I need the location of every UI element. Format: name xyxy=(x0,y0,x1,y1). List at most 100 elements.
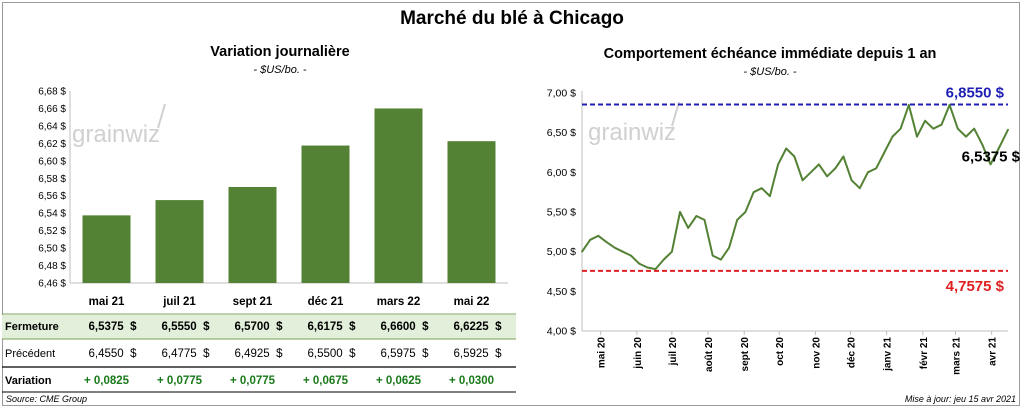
table-cell: 6,6175 $ xyxy=(308,321,357,333)
price-point xyxy=(703,219,706,221)
bar-y-tick-label: 6,60 $ xyxy=(38,156,66,167)
price-point xyxy=(956,127,959,130)
line-y-tick-label: 4,00 $ xyxy=(547,326,576,338)
price-point xyxy=(687,226,690,229)
line-x-tick-label: févr 21 xyxy=(919,337,930,370)
price-point xyxy=(654,268,657,271)
table-cell: 6,5975 $ xyxy=(381,348,430,360)
bar-chart: 6,46 $ 6,48 $ 6,50 $ 6,52 $ 6,54 $ 6,56 $ 6,58… xyxy=(38,87,508,308)
bar-category-label: mars 22 xyxy=(377,296,420,308)
price-point xyxy=(581,250,583,253)
fermeture-row-bg xyxy=(2,315,516,339)
bar-category-label: sept 21 xyxy=(233,296,273,308)
price-point xyxy=(858,187,861,190)
price-point xyxy=(867,171,869,174)
price-point xyxy=(981,143,984,146)
bar-y-tick-label: 6,52 $ xyxy=(38,226,66,237)
line-x-tick-label: mai 20 xyxy=(597,337,608,369)
price-point xyxy=(973,127,976,130)
price-point xyxy=(818,163,820,166)
price-point xyxy=(646,266,649,269)
bar-y-tick-label: 6,62 $ xyxy=(38,139,66,150)
price-point xyxy=(899,127,902,130)
grainwiz-watermark: grainwiz xyxy=(588,119,676,146)
line-x-tick-label: janv 21 xyxy=(883,337,894,372)
price-point xyxy=(752,191,755,194)
line-x-tick-label: sept 20 xyxy=(740,337,751,372)
table-cell: 6,6225 $ xyxy=(454,321,503,333)
price-point xyxy=(850,179,853,182)
table-cell: + 0,0625 xyxy=(376,375,422,387)
price-point xyxy=(638,262,641,265)
table-row-label: Précédent xyxy=(5,348,55,360)
low-label: 4,7575 $ xyxy=(946,278,1005,295)
table-row-label: Variation xyxy=(5,375,52,387)
table-cell: 6,5700 $ xyxy=(235,321,284,333)
right-chart-units: - $US/bo. - xyxy=(743,66,797,78)
price-point xyxy=(793,155,796,158)
line-y-tick-label: 7,00 $ xyxy=(547,88,576,100)
price-point xyxy=(826,175,828,178)
price-point xyxy=(940,123,943,126)
table-cell: 6,5550 $ xyxy=(162,321,211,333)
page-title: Marché du blé à Chicago xyxy=(400,8,624,29)
table-cell: 6,4775 $ xyxy=(162,348,211,360)
table-cell: 6,4550 $ xyxy=(89,348,138,360)
bar xyxy=(447,141,496,283)
price-point xyxy=(605,241,608,244)
bar-y-tick-label: 6,66 $ xyxy=(38,104,66,115)
table-cell: + 0,0300 xyxy=(449,375,494,387)
watermark-slash xyxy=(157,103,166,129)
bar-y-tick-label: 6,64 $ xyxy=(38,121,66,132)
source-note: Source: CME Group xyxy=(6,394,88,404)
price-point xyxy=(891,135,894,138)
line-y-tick-label: 5,50 $ xyxy=(547,207,576,219)
bar xyxy=(228,187,277,283)
price-point xyxy=(621,250,624,253)
price-point xyxy=(785,147,788,150)
table-cell: 6,5375 $ xyxy=(89,321,138,333)
table-cell: 6,5500 $ xyxy=(308,348,357,360)
line-x-tick-label: août 20 xyxy=(704,337,715,372)
bar-category-label: mai 21 xyxy=(89,296,125,308)
line-x-tick-label: avr 21 xyxy=(988,337,999,366)
table-cell: 6,6600 $ xyxy=(381,321,430,333)
watermark-slash xyxy=(671,101,680,127)
bar-category-label: déc 21 xyxy=(308,296,344,308)
price-point xyxy=(769,195,771,198)
price-point xyxy=(989,163,992,166)
high-label: 6,8550 $ xyxy=(946,85,1005,102)
price-point xyxy=(842,155,845,158)
line-y-tick-label: 4,50 $ xyxy=(547,286,576,298)
line-x-tick-label: juil 20 xyxy=(668,337,679,367)
bar-category-label: juil 21 xyxy=(162,296,196,308)
bar-y-tick-label: 6,46 $ xyxy=(38,279,66,290)
table-cell: + 0,0775 xyxy=(157,375,203,387)
table-cell: + 0,0675 xyxy=(303,375,349,387)
bar xyxy=(82,215,131,283)
price-point xyxy=(760,187,763,190)
line-x-tick-label: nov 20 xyxy=(811,337,822,369)
table-cell: 6,5925 $ xyxy=(454,348,503,360)
update-note: Mise à jour: jeu 15 avr 2021 xyxy=(904,394,1016,404)
table-cell: 6,4925 $ xyxy=(235,348,284,360)
outer-frame xyxy=(2,2,1020,406)
bar xyxy=(155,200,204,283)
price-point xyxy=(907,104,910,106)
price-point xyxy=(875,167,878,170)
bar-category-label: mai 22 xyxy=(454,296,490,308)
line-chart: 4,00 $ 4,50 $ 5,00 $ 5,50 $ 6,00 $ 6,50 $ 7,00… xyxy=(547,85,1021,375)
price-point xyxy=(719,258,722,261)
table-cell: + 0,0825 xyxy=(84,375,130,387)
price-point xyxy=(695,215,698,217)
price-point xyxy=(932,127,935,130)
line-y-tick-label: 6,00 $ xyxy=(547,167,576,179)
bar-y-tick-label: 6,50 $ xyxy=(38,244,66,255)
price-point xyxy=(744,211,747,213)
price-point xyxy=(997,147,1000,150)
line-x-tick-label: déc 20 xyxy=(846,337,857,369)
price-point xyxy=(736,219,739,221)
line-x-tick-label: mars 21 xyxy=(951,337,962,375)
price-point xyxy=(711,254,714,257)
